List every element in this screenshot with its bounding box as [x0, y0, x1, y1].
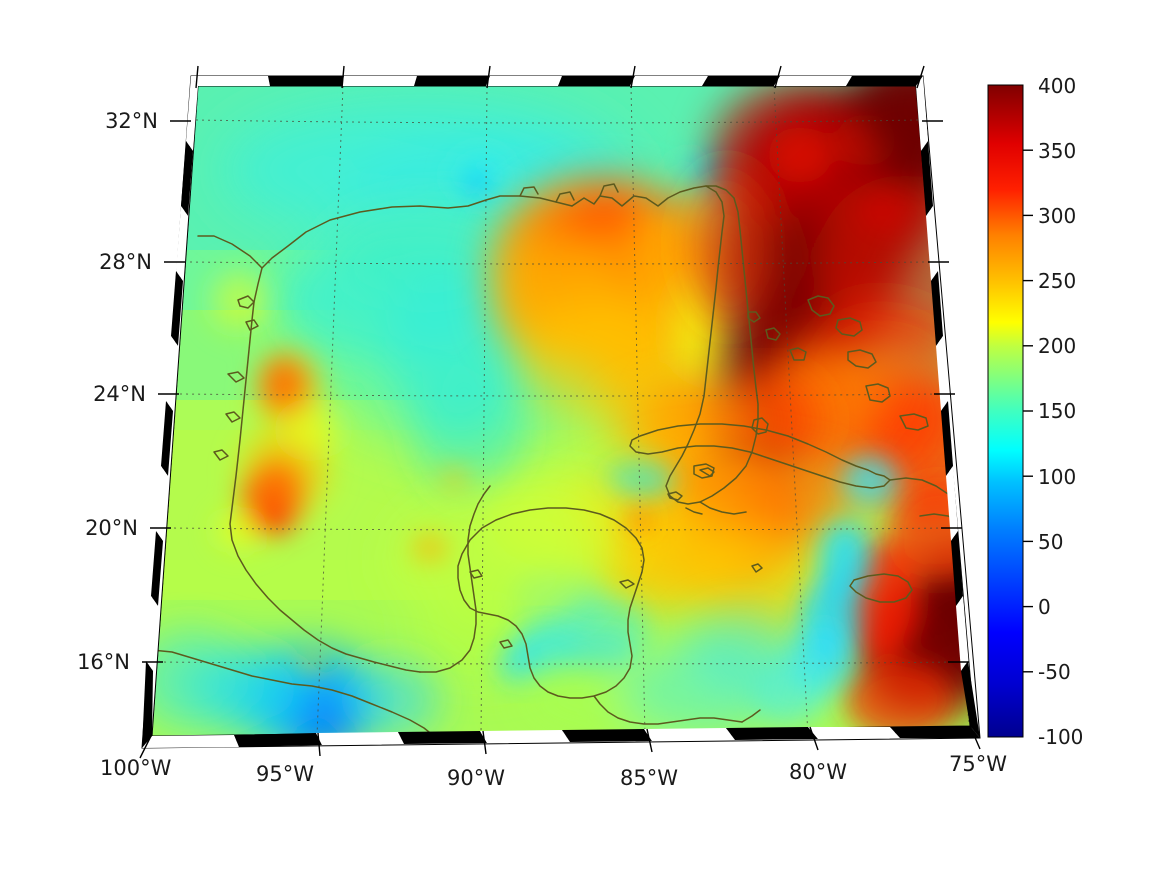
cb-label-0: 0 — [1038, 595, 1051, 619]
lon-label-95w: 95°W — [256, 762, 314, 786]
lon-label-75w: 75°W — [949, 752, 1007, 776]
coastlines — [152, 183, 961, 736]
lon-label-100w: 100°W — [100, 756, 172, 780]
cb-label-250: 250 — [1038, 269, 1076, 293]
colorbar[interactable]: 400 350 300 250 200 150 100 50 0 -50 -10… — [987, 74, 1083, 749]
cb-label-neg100: -100 — [1038, 725, 1083, 749]
colorbar-ticks — [1023, 149, 1033, 673]
cb-label-100: 100 — [1038, 465, 1076, 489]
cb-label-400: 400 — [1038, 74, 1076, 98]
cb-label-300: 300 — [1038, 204, 1076, 228]
lat-label-24: 24°N — [93, 382, 146, 406]
longitude-tick-labels: 100°W 95°W 90°W 85°W 80°W 75°W — [100, 752, 1007, 790]
lon-label-85w: 85°W — [620, 766, 678, 790]
latitude-tick-labels: 32°N 28°N 24°N 20°N 16°N — [77, 109, 158, 674]
scalar-field — [152, 86, 970, 736]
map-frame — [139, 65, 981, 759]
lon-label-80w: 80°W — [789, 760, 847, 784]
cb-label-200: 200 — [1038, 334, 1076, 358]
cb-label-350: 350 — [1038, 139, 1076, 163]
cb-label-150: 150 — [1038, 399, 1076, 423]
lon-tick-100-top — [195, 65, 199, 89]
cb-label-50: 50 — [1038, 530, 1063, 554]
lat-label-28: 28°N — [99, 250, 152, 274]
lat-label-20: 20°N — [85, 516, 138, 540]
lon-tick-100-bottom — [139, 733, 153, 759]
lat-label-16: 16°N — [77, 650, 130, 674]
colorbar-tick-labels: 400 350 300 250 200 150 100 50 0 -50 -10… — [1038, 74, 1083, 749]
lat-label-32: 32°N — [105, 109, 158, 133]
colorbar-gradient — [988, 85, 1023, 737]
cb-label-neg50: -50 — [1038, 660, 1071, 684]
lon-label-90w: 90°W — [447, 766, 505, 790]
